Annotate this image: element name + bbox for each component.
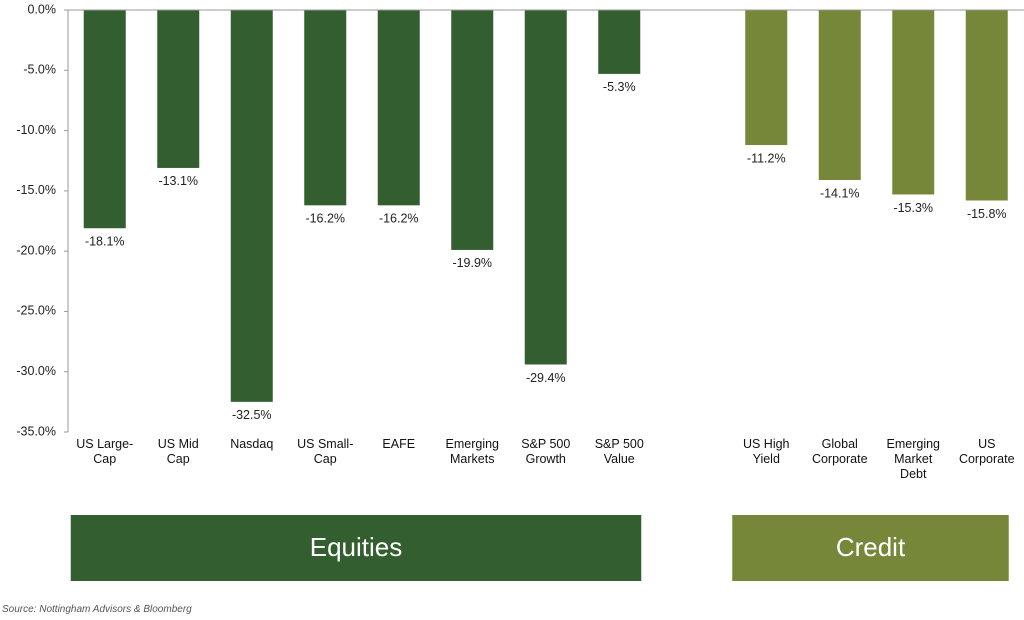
- bar: [451, 10, 494, 250]
- y-tick-label: 0.0%: [28, 2, 57, 16]
- bar: [818, 10, 861, 181]
- y-tick-label: -15.0%: [16, 183, 56, 197]
- bar: [230, 10, 273, 402]
- group-label: Equities: [310, 532, 403, 562]
- bar: [83, 10, 126, 229]
- data-label: -32.5%: [232, 408, 272, 422]
- data-label: -16.2%: [379, 212, 419, 226]
- data-label: -15.3%: [893, 201, 933, 215]
- data-label: -5.3%: [603, 80, 636, 94]
- x-tick-label: Emerging Markets: [445, 437, 500, 466]
- x-tick-label: US High Yield: [742, 437, 790, 466]
- y-tick-label: -25.0%: [16, 304, 56, 318]
- y-tick-label: -20.0%: [16, 243, 56, 257]
- x-tick-label: S&P 500 Value: [594, 437, 644, 466]
- bar: [892, 10, 935, 195]
- data-label: -16.2%: [305, 212, 345, 226]
- data-label: -11.2%: [747, 151, 786, 165]
- y-tick-label: -30.0%: [16, 364, 56, 378]
- bar: [965, 10, 1008, 201]
- y-tick-label: -35.0%: [16, 424, 56, 438]
- x-tick-label: US Corporate: [958, 437, 1015, 466]
- data-label: -15.8%: [967, 207, 1007, 221]
- bar: [598, 10, 641, 74]
- data-label: -29.4%: [526, 371, 566, 385]
- group-banner: [732, 515, 1009, 581]
- data-label: -18.1%: [85, 235, 125, 249]
- x-tick-label: Nasdaq: [230, 437, 274, 451]
- x-tick-label: Emerging Market Debt: [886, 437, 941, 481]
- bar: [745, 10, 788, 146]
- x-tick-label: US Mid Cap: [157, 437, 199, 466]
- data-label: -13.1%: [158, 174, 198, 188]
- group-label: Credit: [836, 532, 906, 562]
- data-label: -14.1%: [820, 186, 860, 200]
- group-banner: [70, 515, 642, 581]
- bar: [157, 10, 200, 168]
- bar: [377, 10, 420, 206]
- data-label: -19.9%: [452, 256, 492, 270]
- y-tick-label: -10.0%: [16, 123, 56, 137]
- bar: [524, 10, 567, 365]
- x-tick-label: EAFE: [382, 437, 416, 451]
- x-tick-label: US Small-Cap: [297, 437, 354, 466]
- y-tick-label: -5.0%: [23, 63, 56, 77]
- x-tick-label: Global Corporate: [811, 437, 868, 466]
- x-tick-label: S&P 500 Growth: [521, 437, 571, 466]
- source-note: Source: Nottingham Advisors & Bloomberg: [2, 604, 192, 615]
- bar: [304, 10, 347, 206]
- x-tick-label: US Large-Cap: [76, 437, 134, 466]
